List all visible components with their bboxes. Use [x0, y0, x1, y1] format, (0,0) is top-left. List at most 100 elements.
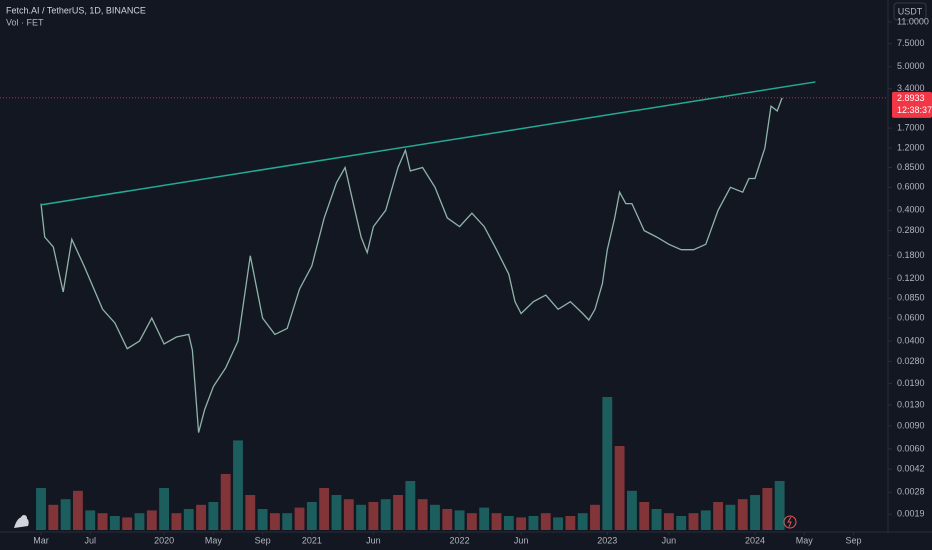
volume-bar [380, 499, 391, 530]
y-tick-label: 0.0850 [897, 293, 925, 303]
price-line [40, 97, 783, 433]
x-tick-label: 2022 [450, 535, 470, 545]
x-tick-label: 2024 [745, 535, 765, 545]
trendline [40, 81, 816, 206]
volume-bar [762, 488, 773, 530]
volume-bar [639, 502, 650, 530]
volume-bar [196, 504, 206, 530]
volume-bar [491, 513, 502, 530]
volume-bar [134, 513, 145, 530]
currency-label[interactable]: USDT [898, 6, 923, 16]
volume-bar [627, 490, 637, 530]
y-tick-label: 7.5000 [897, 38, 925, 48]
volume-bar [614, 446, 625, 530]
y-tick-label: 0.0060 [897, 443, 925, 453]
volume-bar [442, 509, 453, 530]
volume-bar [85, 510, 96, 530]
volume-bar [245, 495, 256, 530]
y-tick-label: 1.7000 [897, 122, 925, 132]
x-tick-label: Jul [84, 535, 96, 545]
x-tick-label: Jun [662, 535, 677, 545]
volume-bar [565, 516, 576, 530]
y-tick-label: 0.6000 [897, 182, 925, 192]
volume-bar [590, 504, 600, 530]
volume-bar [676, 516, 687, 530]
volume-bar [737, 499, 748, 530]
volume-bar [48, 504, 59, 530]
volume-bar [368, 502, 379, 530]
volume-bar [183, 509, 194, 530]
x-tick-label: May [796, 535, 814, 545]
volume-bar [36, 488, 46, 530]
volume-bar [331, 495, 342, 530]
volume-bar [294, 507, 305, 530]
y-tick-label: 0.4000 [897, 205, 925, 215]
y-tick-label: 0.0090 [897, 420, 925, 430]
volume-bar [146, 510, 157, 530]
volume-bar [257, 509, 268, 530]
volume-bar [233, 440, 243, 530]
y-tick-label: 0.2800 [897, 225, 925, 235]
x-tick-label: 2021 [302, 535, 322, 545]
y-tick-label: 1.2000 [897, 142, 925, 152]
volume-bar [725, 504, 736, 530]
volume-bar [269, 513, 280, 530]
volume-bar [171, 513, 182, 530]
volume-bar [713, 502, 724, 530]
volume-bar [393, 495, 403, 530]
countdown-label: 12:38:37 [897, 105, 932, 115]
volume-bar [479, 507, 490, 530]
x-tick-label: Jun [514, 535, 529, 545]
y-tick-label: 0.0130 [897, 399, 925, 409]
y-tick-label: 3.4000 [897, 83, 925, 93]
volume-bar [430, 504, 440, 530]
volume-bar [356, 504, 367, 530]
volume-bar [208, 502, 219, 530]
x-tick-label: 2020 [154, 535, 174, 545]
volume-bar [73, 490, 83, 530]
y-tick-label: 11.0000 [897, 16, 929, 26]
volume-bar [663, 513, 674, 530]
volume-bar [319, 488, 330, 530]
volume-bar [466, 513, 477, 530]
y-tick-label: 0.0600 [897, 312, 925, 322]
x-tick-label: Mar [33, 535, 49, 545]
volume-bar [700, 510, 711, 530]
y-tick-label: 0.0190 [897, 378, 925, 388]
last-price-label: 2.8933 [897, 93, 925, 103]
x-tick-label: Sep [255, 535, 271, 545]
volume-bar [774, 481, 785, 530]
volume-bar [343, 499, 354, 530]
x-tick-label: Sep [846, 535, 862, 545]
y-tick-label: 5.0000 [897, 61, 925, 71]
y-tick-label: 0.8500 [897, 162, 925, 172]
volume-bar [220, 474, 231, 530]
y-tick-label: 0.1200 [897, 273, 925, 283]
volume-bar [651, 509, 662, 530]
volume-bar [528, 516, 539, 530]
volume-bar [122, 517, 133, 530]
volume-bar [97, 513, 108, 530]
volume-bar [503, 516, 514, 530]
volume-bar [282, 513, 293, 530]
volume-bar [750, 495, 760, 530]
x-tick-label: Jun [366, 535, 381, 545]
y-tick-label: 0.0042 [897, 464, 925, 474]
y-tick-label: 0.0019 [897, 509, 925, 519]
volume-bar [60, 499, 71, 530]
volume-bar [516, 517, 527, 530]
y-tick-label: 0.0280 [897, 356, 925, 366]
volume-bar [602, 397, 613, 530]
currency-button[interactable] [893, 2, 927, 21]
volume-bar [159, 488, 170, 530]
y-tick-label: 0.1800 [897, 250, 925, 260]
volume-bar [577, 513, 588, 530]
volume-bar [688, 513, 699, 530]
volume-bar [109, 516, 120, 530]
volume-bar [417, 499, 428, 530]
x-tick-label: 2023 [597, 535, 617, 545]
volume-bar [405, 481, 416, 530]
